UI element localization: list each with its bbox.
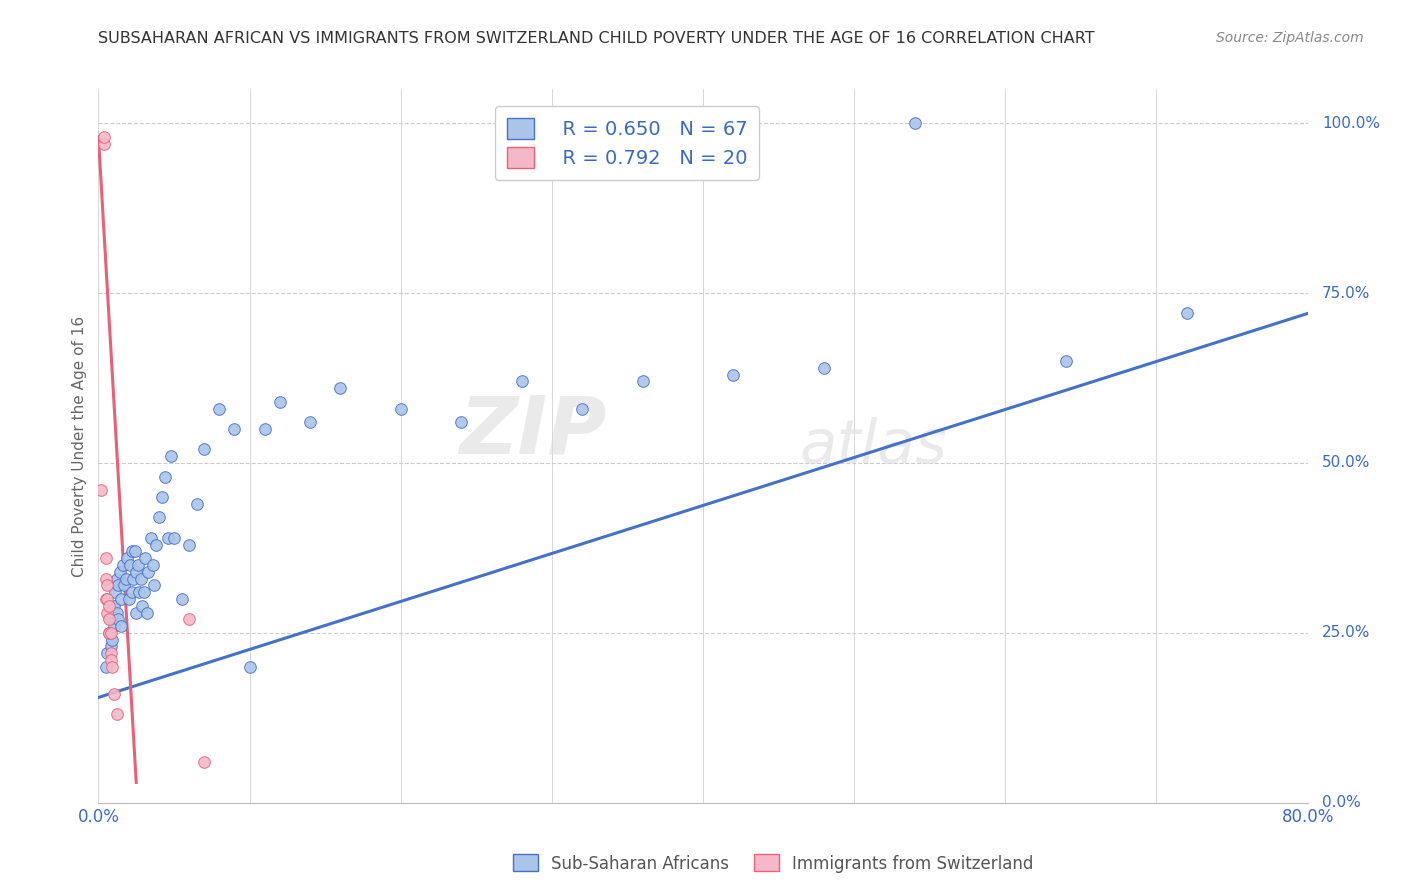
Text: 25.0%: 25.0% <box>1322 625 1371 640</box>
Point <box>103 599 125 613</box>
Point <box>98 626 121 640</box>
Legend: Sub-Saharan Africans, Immigrants from Switzerland: Sub-Saharan Africans, Immigrants from Sw… <box>506 847 1040 880</box>
Point <box>177 537 201 551</box>
Point <box>186 497 208 511</box>
Point <box>94 551 117 566</box>
Point <box>96 646 118 660</box>
Point <box>1175 306 1198 320</box>
Point <box>142 558 165 572</box>
Point <box>94 591 117 606</box>
Text: 100.0%: 100.0% <box>1322 116 1381 131</box>
Text: SUBSAHARAN AFRICAN VS IMMIGRANTS FROM SWITZERLAND CHILD POVERTY UNDER THE AGE OF: SUBSAHARAN AFRICAN VS IMMIGRANTS FROM SW… <box>98 31 1095 46</box>
Point <box>111 558 134 572</box>
Point <box>107 612 129 626</box>
Point <box>105 572 128 586</box>
Point <box>136 565 159 579</box>
Point <box>90 483 112 498</box>
Point <box>571 401 593 416</box>
Point <box>93 129 115 144</box>
Point <box>121 544 143 558</box>
Point <box>107 578 129 592</box>
Point <box>93 136 115 151</box>
Point <box>100 640 122 654</box>
Point <box>128 585 150 599</box>
Point <box>170 591 193 606</box>
Point <box>1054 354 1077 368</box>
Point <box>239 660 262 674</box>
Point <box>101 632 124 647</box>
Point <box>101 660 124 674</box>
Point <box>135 606 157 620</box>
Point <box>98 626 121 640</box>
Point <box>105 606 128 620</box>
Point <box>96 578 118 592</box>
Point <box>122 572 145 586</box>
Point <box>148 510 170 524</box>
Point <box>94 660 117 674</box>
Point <box>104 585 127 599</box>
Point <box>145 537 167 551</box>
Point <box>100 612 122 626</box>
Point <box>193 442 215 457</box>
Point <box>120 558 142 572</box>
Point <box>127 558 149 572</box>
Point <box>94 572 117 586</box>
Point <box>813 360 835 375</box>
Point <box>112 578 135 592</box>
Point <box>721 368 744 382</box>
Point <box>115 551 138 566</box>
Point <box>98 599 121 613</box>
Text: 0.0%: 0.0% <box>1322 796 1361 810</box>
Point <box>141 531 163 545</box>
Y-axis label: Child Poverty Under the Age of 16: Child Poverty Under the Age of 16 <box>72 316 87 576</box>
Point <box>125 606 148 620</box>
Point <box>163 531 186 545</box>
Point <box>160 449 183 463</box>
Point <box>631 375 654 389</box>
Point <box>108 565 131 579</box>
Point <box>329 381 352 395</box>
Point <box>904 116 927 130</box>
Point <box>269 394 291 409</box>
Text: 75.0%: 75.0% <box>1322 285 1371 301</box>
Point <box>100 653 122 667</box>
Text: atlas: atlas <box>800 417 948 475</box>
Text: Source: ZipAtlas.com: Source: ZipAtlas.com <box>1216 31 1364 45</box>
Point <box>131 599 153 613</box>
Point <box>177 612 201 626</box>
Point <box>110 619 132 633</box>
Point <box>132 585 155 599</box>
Point <box>114 572 136 586</box>
Point <box>224 422 246 436</box>
Point <box>153 469 176 483</box>
Point <box>96 591 118 606</box>
Point <box>193 755 215 769</box>
Point <box>110 591 132 606</box>
Point <box>100 626 122 640</box>
Point <box>510 375 533 389</box>
Point <box>103 619 125 633</box>
Point <box>124 544 146 558</box>
Point <box>129 572 152 586</box>
Point <box>143 578 166 592</box>
Point <box>125 565 148 579</box>
Point <box>98 612 121 626</box>
Point <box>121 585 143 599</box>
Point <box>96 606 118 620</box>
Legend:   R = 0.650   N = 67,   R = 0.792   N = 20: R = 0.650 N = 67, R = 0.792 N = 20 <box>495 106 759 179</box>
Point <box>150 490 173 504</box>
Point <box>450 415 472 429</box>
Text: 50.0%: 50.0% <box>1322 456 1371 470</box>
Point <box>253 422 276 436</box>
Point <box>156 531 179 545</box>
Point <box>299 415 322 429</box>
Point <box>134 551 156 566</box>
Text: ZIP: ZIP <box>458 392 606 471</box>
Point <box>118 591 141 606</box>
Point <box>208 401 231 416</box>
Point <box>389 401 412 416</box>
Point <box>103 687 125 701</box>
Point <box>105 707 128 722</box>
Point <box>100 646 122 660</box>
